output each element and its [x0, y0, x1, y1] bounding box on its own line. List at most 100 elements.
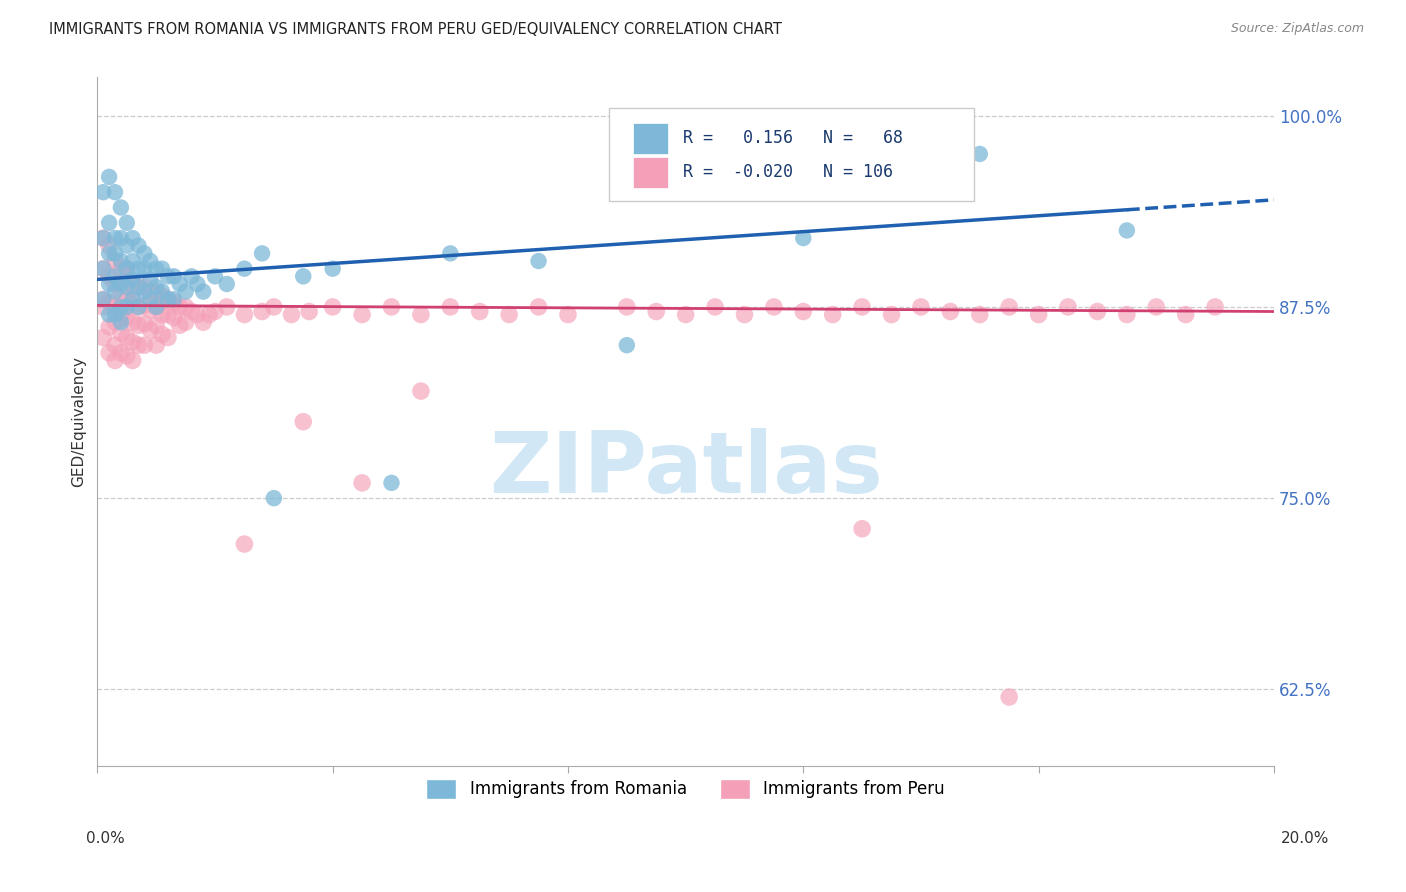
- Point: [280, 308, 302, 322]
- Point: [115, 310, 138, 325]
- Point: [115, 330, 138, 344]
- Point: [98, 319, 121, 334]
- Point: [322, 300, 344, 314]
- Point: [134, 261, 156, 276]
- Point: [121, 231, 143, 245]
- Point: [792, 231, 814, 245]
- Point: [110, 285, 132, 299]
- Point: [91, 330, 114, 344]
- Point: [91, 293, 114, 307]
- Point: [645, 304, 668, 318]
- Point: [174, 285, 197, 299]
- Point: [128, 280, 150, 294]
- Point: [821, 308, 844, 322]
- Y-axis label: GED/Equivalency: GED/Equivalency: [72, 356, 86, 487]
- Point: [110, 308, 132, 322]
- Point: [121, 295, 143, 310]
- Point: [851, 300, 873, 314]
- Point: [121, 272, 143, 286]
- Point: [250, 246, 273, 260]
- Text: ZIPatlas: ZIPatlas: [489, 428, 883, 511]
- Point: [91, 261, 114, 276]
- Point: [156, 293, 179, 307]
- Point: [98, 269, 121, 284]
- Point: [91, 293, 114, 307]
- Point: [250, 304, 273, 318]
- Point: [110, 231, 132, 245]
- Point: [145, 318, 167, 333]
- Point: [110, 277, 132, 291]
- Point: [1115, 308, 1137, 322]
- Point: [163, 293, 186, 307]
- Point: [115, 280, 138, 294]
- Text: IMMIGRANTS FROM ROMANIA VS IMMIGRANTS FROM PERU GED/EQUIVALENCY CORRELATION CHAR: IMMIGRANTS FROM ROMANIA VS IMMIGRANTS FR…: [49, 22, 782, 37]
- Point: [139, 293, 162, 307]
- Point: [193, 315, 215, 329]
- Point: [198, 308, 221, 322]
- Point: [150, 285, 173, 299]
- Point: [1115, 223, 1137, 237]
- Point: [1204, 300, 1226, 314]
- Point: [115, 238, 138, 252]
- Point: [134, 280, 156, 294]
- Point: [150, 289, 173, 303]
- Point: [145, 261, 167, 276]
- Text: Source: ZipAtlas.com: Source: ZipAtlas.com: [1230, 22, 1364, 36]
- Point: [1174, 308, 1197, 322]
- Bar: [633, 157, 668, 188]
- Point: [91, 231, 114, 245]
- Legend: Immigrants from Romania, Immigrants from Peru: Immigrants from Romania, Immigrants from…: [419, 772, 952, 805]
- Point: [121, 335, 143, 350]
- Point: [1087, 304, 1109, 318]
- Point: [409, 308, 432, 322]
- Point: [215, 277, 238, 291]
- Point: [380, 475, 402, 490]
- Point: [156, 293, 179, 307]
- Point: [121, 277, 143, 291]
- Point: [104, 185, 127, 199]
- Point: [616, 338, 638, 352]
- Point: [616, 300, 638, 314]
- Point: [121, 315, 143, 329]
- Point: [104, 246, 127, 260]
- Point: [180, 304, 202, 318]
- Point: [409, 384, 432, 398]
- Point: [675, 308, 697, 322]
- Point: [110, 261, 132, 276]
- Point: [139, 323, 162, 337]
- Point: [110, 346, 132, 360]
- Point: [910, 300, 932, 314]
- Point: [851, 522, 873, 536]
- Point: [104, 285, 127, 299]
- FancyBboxPatch shape: [609, 109, 974, 202]
- Point: [150, 308, 173, 322]
- Point: [169, 318, 191, 333]
- Bar: [633, 122, 668, 153]
- Point: [1057, 300, 1080, 314]
- Point: [145, 338, 167, 352]
- Point: [104, 254, 127, 268]
- Point: [134, 246, 156, 260]
- Point: [91, 261, 114, 276]
- Point: [380, 300, 402, 314]
- Point: [98, 216, 121, 230]
- Point: [134, 298, 156, 312]
- Point: [139, 285, 162, 299]
- Point: [104, 338, 127, 352]
- Point: [139, 303, 162, 318]
- Point: [498, 308, 520, 322]
- Point: [233, 261, 256, 276]
- Point: [527, 254, 550, 268]
- Point: [439, 300, 461, 314]
- Point: [115, 269, 138, 284]
- Point: [998, 300, 1021, 314]
- Point: [292, 415, 315, 429]
- Point: [139, 254, 162, 268]
- Point: [186, 277, 208, 291]
- Point: [145, 285, 167, 299]
- Text: R =  -0.020   N = 106: R = -0.020 N = 106: [683, 163, 893, 181]
- Point: [145, 300, 167, 314]
- Point: [163, 269, 186, 284]
- Point: [104, 315, 127, 329]
- Point: [169, 300, 191, 314]
